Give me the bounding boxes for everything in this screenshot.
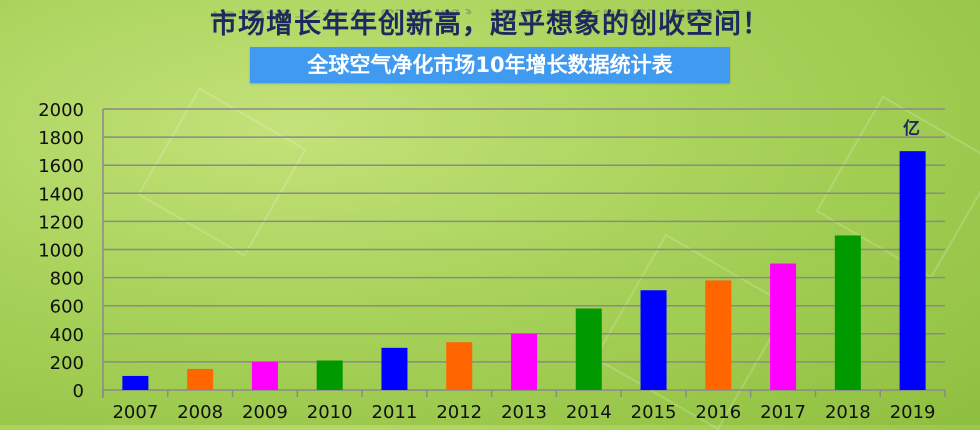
x-tick-label: 2019 — [890, 402, 936, 423]
bar-2010 — [316, 360, 343, 390]
chart-subtitle: 全球空气净化市场10年增长数据统计表 — [250, 47, 730, 83]
x-tick-label: 2016 — [695, 402, 741, 423]
bar-2014 — [575, 308, 602, 390]
y-tick-label: 400 — [50, 325, 84, 346]
x-tick-label: 2011 — [372, 402, 418, 423]
y-tick-label: 2000 — [38, 100, 84, 121]
bar-2012 — [446, 342, 473, 390]
bar-2018 — [834, 235, 861, 390]
bar-2011 — [381, 347, 408, 390]
x-tick-label: 2012 — [436, 402, 482, 423]
x-tick-label: 2008 — [177, 402, 223, 423]
x-tick-label: 2010 — [307, 402, 353, 423]
y-tick-label: 0 — [73, 381, 84, 402]
bar-2009 — [251, 361, 278, 390]
page-title: 市场增长年年创新高，超乎想象的创收空间！ — [210, 9, 770, 40]
y-tick-label: 1200 — [38, 212, 84, 233]
bar-2016 — [705, 280, 732, 390]
bar-2019 — [899, 151, 926, 390]
bar-2007 — [122, 375, 149, 390]
bar-2008 — [187, 368, 214, 390]
x-tick-label: 2009 — [242, 402, 288, 423]
x-tick-label: 2014 — [566, 402, 612, 423]
x-tick-label: 2017 — [760, 402, 806, 423]
x-tick-label: 2018 — [825, 402, 871, 423]
bar-2013 — [511, 333, 537, 390]
x-tick-label: 2015 — [631, 402, 677, 423]
unit-label: 亿 — [903, 119, 920, 139]
y-tick-label: 1400 — [38, 184, 84, 205]
bar-2017 — [770, 263, 797, 390]
y-tick-label: 800 — [50, 269, 84, 290]
y-tick-label: 1600 — [38, 156, 84, 177]
y-tick-label: 1800 — [38, 128, 84, 149]
x-tick-label: 2007 — [112, 402, 158, 423]
y-tick-label: 600 — [50, 297, 84, 318]
bar-2015 — [640, 290, 667, 390]
x-tick-label: 2013 — [501, 402, 547, 423]
y-tick-label: 1000 — [38, 241, 84, 262]
y-tick-label: 200 — [50, 353, 84, 374]
